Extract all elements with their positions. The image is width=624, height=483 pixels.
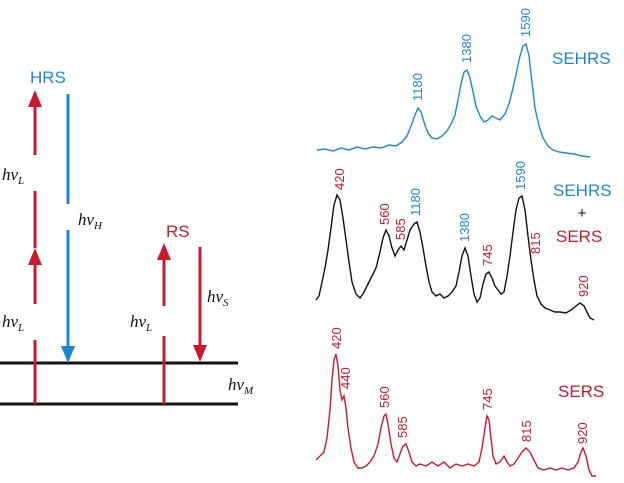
peak-label-745: 745 xyxy=(480,388,495,410)
peak-label-420: 420 xyxy=(329,327,344,349)
sers-spectrum-label: SERS xyxy=(558,382,604,401)
peak-label-1380: 1380 xyxy=(459,34,474,63)
h-nu-S-label: hνS xyxy=(207,287,229,309)
h-nu-L-label-rs: hνL xyxy=(130,312,152,334)
peak-label-585: 585 xyxy=(395,416,410,438)
combined-label-plus: + xyxy=(578,205,587,222)
peak-label-440: 440 xyxy=(338,367,353,389)
peak-label-1590: 1590 xyxy=(518,8,533,37)
sehrs-spectrum-trace xyxy=(316,42,591,158)
combined-label-sers: SERS xyxy=(556,227,602,246)
rs-scattering-arrow xyxy=(193,247,207,362)
spectra-panel: SEHRS 1180 1380 1590 SEHRS + SERS 420 56… xyxy=(315,8,612,477)
sehrs-spectrum-label: SEHRS xyxy=(552,49,611,68)
peak-label-920: 920 xyxy=(576,275,591,297)
peak-label-585: 585 xyxy=(393,218,408,240)
peak-label-745: 745 xyxy=(480,244,495,266)
sehrs-plus-sers-spectrum-trace xyxy=(315,193,595,321)
h-nu-H-label: hνH xyxy=(78,210,103,232)
peak-label-1180: 1180 xyxy=(410,73,425,101)
hrs-label: HRS xyxy=(30,68,66,87)
sehrs-spectrum: SEHRS 1180 1380 1590 xyxy=(316,8,611,158)
peak-label-815: 815 xyxy=(519,420,534,442)
sers-spectrum: SERS 420 440 560 585 745 815 920 xyxy=(315,327,604,477)
peak-label-560: 560 xyxy=(377,386,392,408)
energy-level-diagram: HRS RS hνL hνL hνH hνL hνS hνM xyxy=(0,68,254,406)
h-nu-L-label-lower: hνL xyxy=(2,312,24,334)
peak-label-420: 420 xyxy=(332,168,347,190)
h-nu-M-label: hνM xyxy=(228,375,254,397)
h-nu-L-label-upper: hνL xyxy=(2,165,24,187)
peak-label-1590: 1590 xyxy=(513,161,528,190)
peak-label-1380: 1380 xyxy=(457,213,472,242)
peak-label-815: 815 xyxy=(528,232,543,254)
peak-label-560: 560 xyxy=(377,203,392,225)
sers-spectrum-trace xyxy=(315,353,596,477)
combined-label-sehrs: SEHRS xyxy=(553,181,612,200)
peak-label-920: 920 xyxy=(575,422,590,444)
sehrs-plus-sers-spectrum: SEHRS + SERS 420 560 585 1180 1380 745 1… xyxy=(315,161,612,321)
rs-label: RS xyxy=(166,222,190,241)
peak-label-1180: 1180 xyxy=(408,188,423,216)
